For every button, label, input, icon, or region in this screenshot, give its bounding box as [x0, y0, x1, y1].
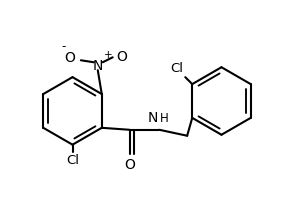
Text: N: N [93, 59, 103, 73]
Text: +: + [104, 50, 112, 60]
Text: H: H [160, 112, 169, 125]
Text: Cl: Cl [66, 154, 79, 167]
Text: O: O [117, 50, 128, 64]
Text: O: O [124, 158, 135, 172]
Text: N: N [148, 111, 158, 125]
Text: O: O [64, 51, 75, 65]
Text: -: - [62, 40, 66, 53]
Text: Cl: Cl [170, 62, 183, 75]
